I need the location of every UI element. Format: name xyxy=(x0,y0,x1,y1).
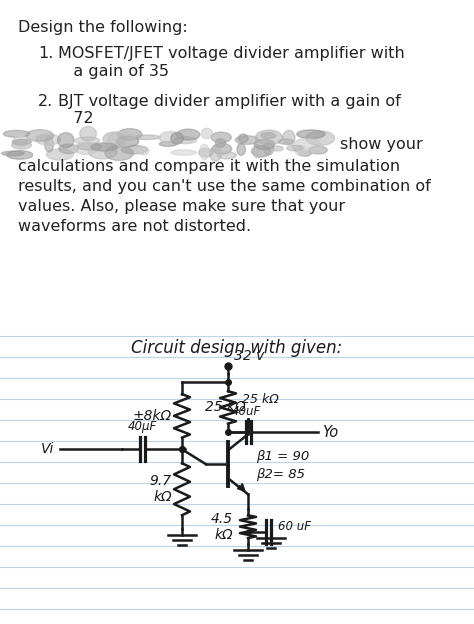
Ellipse shape xyxy=(26,130,54,142)
Ellipse shape xyxy=(271,146,283,151)
Text: 60 uF: 60 uF xyxy=(278,520,311,534)
Ellipse shape xyxy=(264,143,274,155)
Ellipse shape xyxy=(74,142,98,154)
Ellipse shape xyxy=(59,144,79,154)
Text: Circuit design with given:: Circuit design with given: xyxy=(131,339,343,358)
Ellipse shape xyxy=(138,147,149,155)
Ellipse shape xyxy=(91,143,118,151)
Text: 32 v: 32 v xyxy=(234,349,264,363)
Ellipse shape xyxy=(171,133,183,144)
Ellipse shape xyxy=(1,151,24,156)
Text: 4.5
kΩ: 4.5 kΩ xyxy=(211,512,233,542)
Ellipse shape xyxy=(75,137,100,144)
Ellipse shape xyxy=(299,151,311,156)
Ellipse shape xyxy=(80,127,96,141)
Text: show your: show your xyxy=(340,137,423,152)
Ellipse shape xyxy=(237,144,246,155)
Text: β1 = 90: β1 = 90 xyxy=(256,450,309,463)
Ellipse shape xyxy=(13,136,27,147)
Ellipse shape xyxy=(117,136,139,147)
Ellipse shape xyxy=(171,150,197,155)
Ellipse shape xyxy=(201,129,212,139)
Ellipse shape xyxy=(261,133,276,139)
Ellipse shape xyxy=(287,145,303,151)
Ellipse shape xyxy=(121,145,147,154)
Text: Design the following:: Design the following: xyxy=(18,21,188,36)
Ellipse shape xyxy=(279,139,294,144)
Ellipse shape xyxy=(159,142,177,147)
Ellipse shape xyxy=(283,130,295,145)
Text: Yo: Yo xyxy=(322,425,338,440)
Ellipse shape xyxy=(159,132,182,144)
Ellipse shape xyxy=(176,129,200,140)
Text: 25 kΩ: 25 kΩ xyxy=(205,401,246,414)
Ellipse shape xyxy=(36,134,61,145)
Text: MOSFET/JFET voltage divider amplifier with
   a gain of 35: MOSFET/JFET voltage divider amplifier wi… xyxy=(58,46,405,79)
Ellipse shape xyxy=(217,152,237,159)
Ellipse shape xyxy=(57,133,74,148)
Ellipse shape xyxy=(309,146,328,154)
Text: 40uF: 40uF xyxy=(231,406,261,418)
Ellipse shape xyxy=(212,144,232,154)
Ellipse shape xyxy=(133,135,160,140)
Ellipse shape xyxy=(252,145,271,157)
Ellipse shape xyxy=(295,145,306,155)
Text: 40μF: 40μF xyxy=(128,421,157,433)
Ellipse shape xyxy=(7,150,33,159)
Ellipse shape xyxy=(199,149,213,157)
Text: 1.: 1. xyxy=(38,46,54,61)
Text: 25 kΩ: 25 kΩ xyxy=(242,393,279,406)
Text: Vi: Vi xyxy=(41,442,54,456)
Ellipse shape xyxy=(306,131,335,145)
Ellipse shape xyxy=(200,144,209,160)
Ellipse shape xyxy=(235,136,259,144)
Ellipse shape xyxy=(77,143,102,150)
Ellipse shape xyxy=(210,147,221,161)
Ellipse shape xyxy=(255,130,283,145)
Ellipse shape xyxy=(108,132,136,147)
Ellipse shape xyxy=(46,149,73,160)
Ellipse shape xyxy=(103,132,125,147)
Text: BJT voltage divider amplifier with a gain of
   72: BJT voltage divider amplifier with a gai… xyxy=(58,94,401,126)
Ellipse shape xyxy=(253,144,261,158)
Ellipse shape xyxy=(3,130,30,137)
Ellipse shape xyxy=(12,139,31,145)
Ellipse shape xyxy=(254,139,275,150)
Text: ±8kΩ: ±8kΩ xyxy=(133,409,172,423)
Ellipse shape xyxy=(11,142,31,149)
Ellipse shape xyxy=(211,132,231,142)
Ellipse shape xyxy=(102,140,125,149)
Ellipse shape xyxy=(89,145,117,159)
Ellipse shape xyxy=(238,134,248,143)
Text: 9.7
kΩ: 9.7 kΩ xyxy=(150,474,172,504)
Ellipse shape xyxy=(105,146,133,160)
Ellipse shape xyxy=(118,129,142,140)
Ellipse shape xyxy=(215,139,226,147)
Ellipse shape xyxy=(174,137,197,144)
Ellipse shape xyxy=(297,130,325,139)
Text: 2.: 2. xyxy=(38,94,53,109)
Text: calculations and compare it with the simulation
results, and you can't use the s: calculations and compare it with the sim… xyxy=(18,159,431,233)
Text: β2= 85: β2= 85 xyxy=(256,468,305,480)
Ellipse shape xyxy=(292,139,322,154)
Ellipse shape xyxy=(45,137,54,152)
